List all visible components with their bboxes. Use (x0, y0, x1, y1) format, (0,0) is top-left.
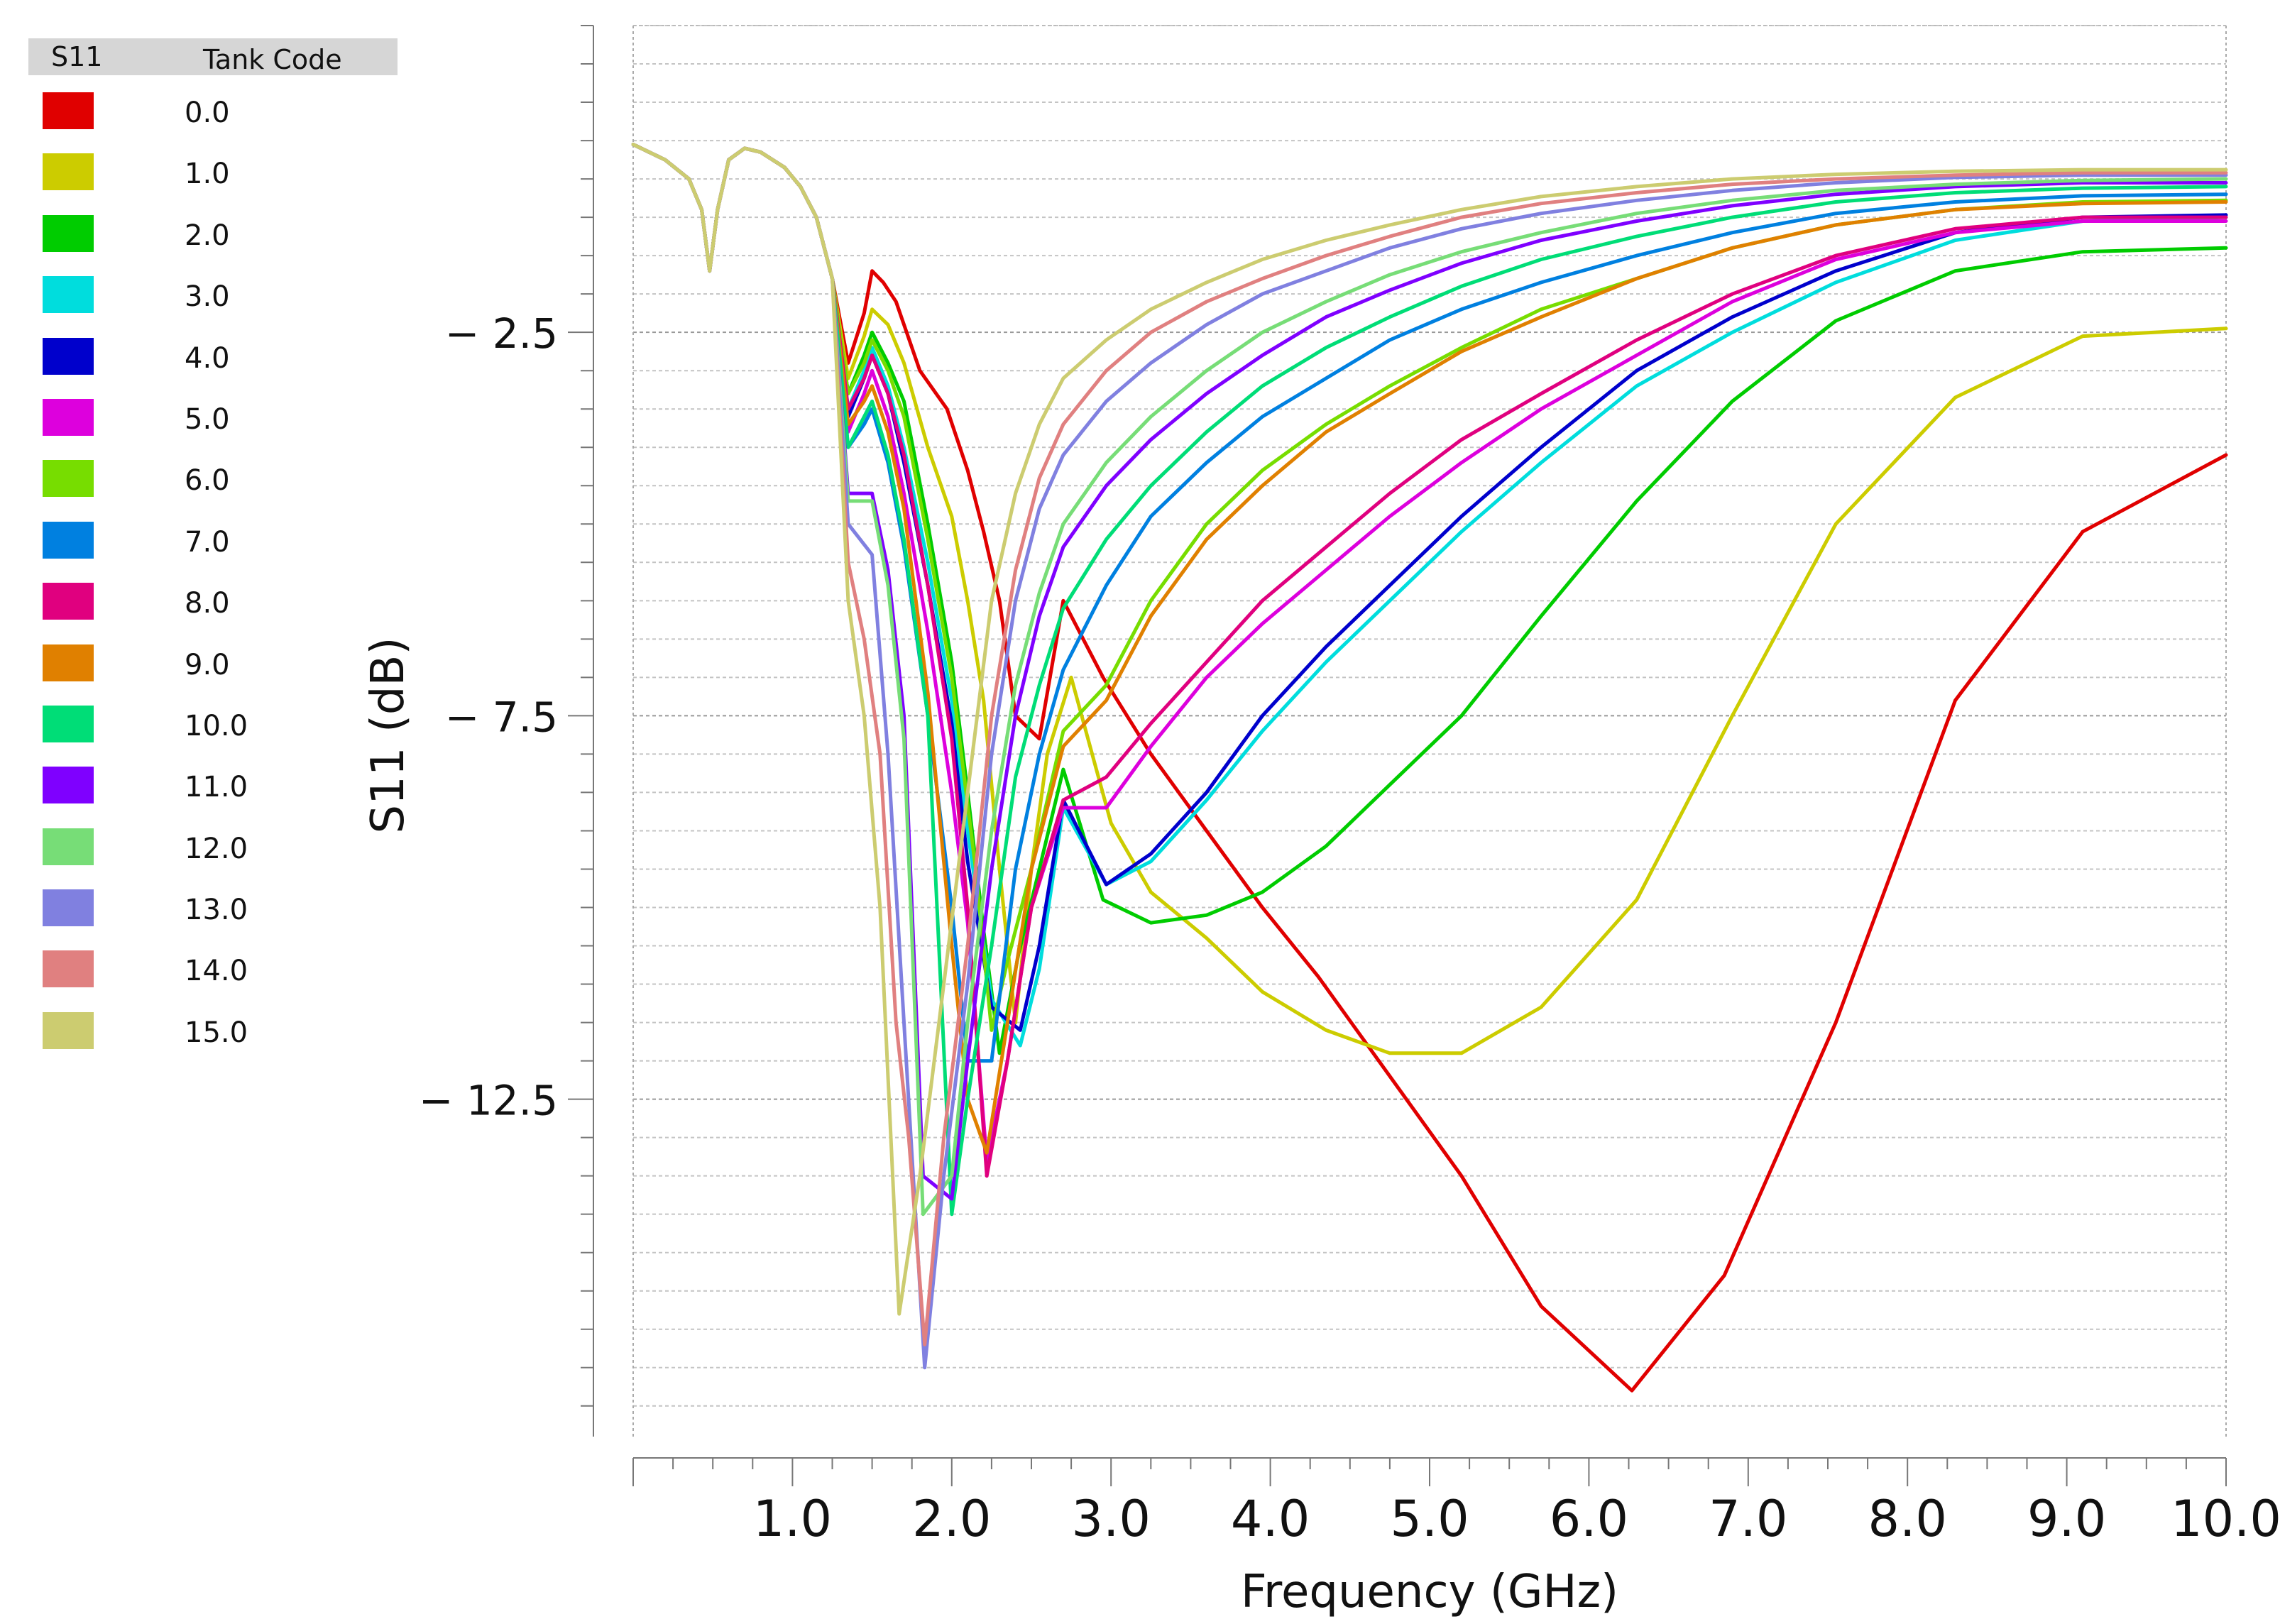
legend-label: 11.0 (185, 771, 248, 804)
legend-label: 7.0 (185, 525, 230, 559)
legend-label: 4.0 (185, 341, 230, 375)
legend-label: 6.0 (185, 464, 230, 498)
legend-swatch (43, 214, 94, 252)
legend-label: 8.0 (185, 587, 230, 620)
legend-item: 5.0 (28, 382, 398, 443)
axis-labels: − 2.5 − 7.5 − 12.5 1.0 2.0 3.0 4.0 5.0 6.0 7.0 8.0… (362, 309, 2280, 1618)
legend-header-s11: S11 (51, 41, 103, 72)
y-tick-label: − 12.5 (419, 1077, 558, 1125)
x-tick-label: 5.0 (1390, 1490, 1469, 1548)
x-tick-label: 4.0 (1231, 1490, 1310, 1548)
x-axis-title: Frequency (GHz) (1241, 1566, 1618, 1618)
x-tick-label: 10.0 (2171, 1490, 2280, 1548)
legend-item: 4.0 (28, 321, 398, 382)
series-line-2.0 (631, 143, 2228, 1055)
legend-label: 12.0 (185, 832, 248, 865)
legend-item: 3.0 (28, 259, 398, 320)
legend-swatch (43, 1011, 94, 1049)
legend-item: 12.0 (28, 811, 398, 872)
x-tick-label: 6.0 (1550, 1490, 1628, 1548)
legend: S11 Tank Code 0.0 1.0 2.0 3.0 4.0 5.0 6.0 7.0 8.… (28, 38, 398, 1056)
legend-swatch (43, 828, 94, 865)
legend-header-tank-code: Tank Code (203, 44, 342, 75)
series-line-13.0 (631, 143, 2228, 1370)
legend-item: 6.0 (28, 443, 398, 504)
legend-item: 7.0 (28, 505, 398, 566)
series-line-7.0 (631, 143, 2228, 1063)
x-tick-label: 7.0 (1709, 1490, 1787, 1548)
legend-label: 2.0 (185, 219, 230, 252)
legend-item: 10.0 (28, 688, 398, 750)
legend-label: 1.0 (185, 158, 230, 191)
legend-label: 3.0 (185, 280, 230, 314)
x-tick-label: 2.0 (912, 1490, 991, 1548)
legend-swatch (43, 521, 94, 559)
legend-label: 5.0 (185, 402, 230, 436)
legend-label: 10.0 (185, 709, 248, 742)
x-tick-label: 1.0 (753, 1490, 832, 1548)
legend-item: 14.0 (28, 933, 398, 994)
y-tick-label: − 2.5 (445, 309, 558, 358)
x-tick-label: 8.0 (1868, 1490, 1947, 1548)
legend-label: 13.0 (185, 894, 248, 927)
series-lines (631, 143, 2228, 1393)
legend-swatch (43, 889, 94, 927)
legend-item: 11.0 (28, 750, 398, 811)
y-axis-title: S11 (dB) (362, 637, 415, 834)
legend-item: 8.0 (28, 566, 398, 627)
legend-item: 2.0 (28, 198, 398, 259)
legend-item: 0.0 (28, 75, 398, 136)
y-tick-label: − 7.5 (445, 693, 558, 741)
legend-swatch (43, 398, 94, 436)
legend-item: 9.0 (28, 627, 398, 688)
legend-header: S11 Tank Code (28, 38, 398, 75)
legend-item: 15.0 (28, 995, 398, 1056)
x-tick-label: 3.0 (1072, 1490, 1151, 1548)
legend-swatch (43, 153, 94, 191)
series-line-11.0 (631, 143, 2228, 1201)
legend-item: 1.0 (28, 136, 398, 197)
series-line-15.0 (631, 143, 2228, 1316)
legend-swatch (43, 767, 94, 804)
legend-swatch (43, 92, 94, 129)
x-tick-label: 9.0 (2027, 1490, 2106, 1548)
legend-item: 13.0 (28, 872, 398, 933)
legend-rows: 0.0 1.0 2.0 3.0 4.0 5.0 6.0 7.0 8.0 9.0 10.0 11.0 12… (28, 75, 398, 1056)
legend-label: 15.0 (185, 1016, 248, 1049)
legend-swatch (43, 276, 94, 314)
legend-label: 9.0 (185, 648, 230, 681)
legend-swatch (43, 950, 94, 988)
legend-swatch (43, 583, 94, 620)
legend-swatch (43, 460, 94, 498)
legend-swatch (43, 705, 94, 742)
series-line-5.0 (631, 143, 2228, 1163)
axes (568, 25, 2227, 1486)
series-line-9.0 (631, 143, 2228, 1155)
series-line-1.0 (631, 143, 2228, 1055)
legend-swatch (43, 644, 94, 681)
legend-label: 14.0 (185, 955, 248, 988)
legend-label: 0.0 (185, 97, 230, 129)
legend-swatch (43, 337, 94, 375)
